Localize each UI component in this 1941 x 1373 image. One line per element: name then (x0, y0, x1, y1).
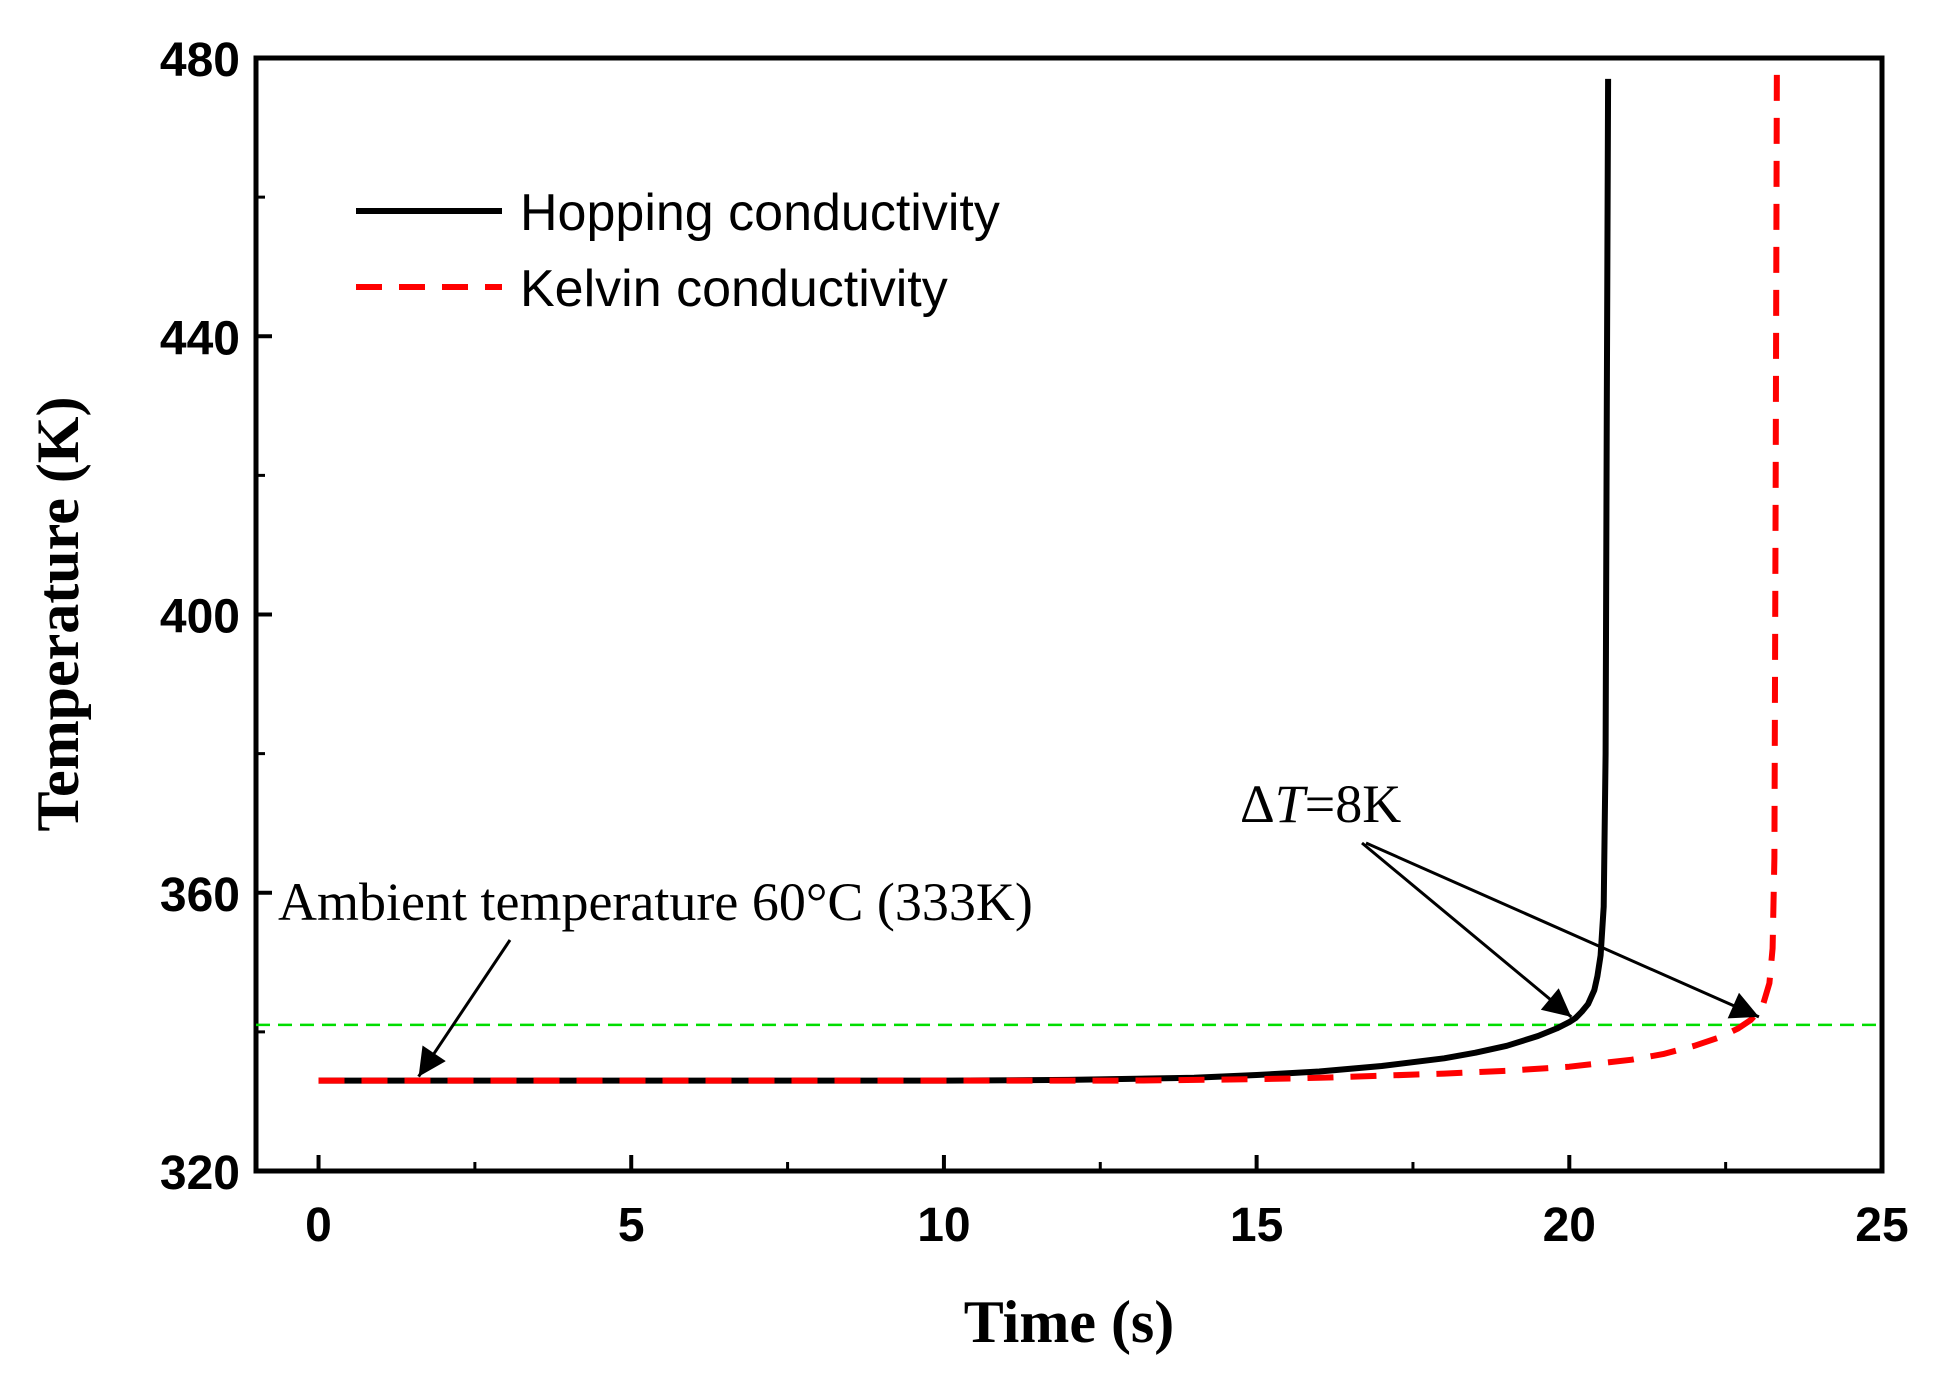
x-tick-label: 20 (1543, 1199, 1596, 1252)
x-tick-label: 15 (1230, 1199, 1283, 1252)
plot-frame (253, 55, 1885, 1174)
annotation-delta-t: ΔT=8K (1240, 774, 1760, 1019)
y-tick-label: 440 (160, 312, 240, 365)
y-tick-label: 360 (160, 869, 240, 922)
annotation-ambient-text: Ambient temperature 60°C (333K) (278, 872, 1033, 932)
x-tick-label: 0 (305, 1199, 332, 1252)
axis-ticks (256, 56, 1884, 1173)
annotation-delta-t-prefix: Δ (1240, 774, 1275, 834)
y-tick-label: 320 (160, 1147, 240, 1200)
annotation-ambient-arrow (417, 939, 512, 1078)
axis-tick-labels: 0 5 10 15 20 25 320 360 400 440 480 (160, 34, 1909, 1252)
annotation-delta-t-suffix: =8K (1305, 774, 1401, 834)
x-axis-title: Time (s) (964, 1289, 1175, 1355)
annotation-delta-t-arrow-kelvin (1365, 841, 1760, 1019)
annotation-delta-t-arrow-hopping (1361, 841, 1573, 1019)
x-tick-label: 5 (618, 1199, 645, 1252)
annotation-delta-t-text: ΔT=8K (1240, 774, 1401, 834)
legend-label-hopping: Hopping conductivity (520, 184, 1000, 242)
legend: Hopping conductivity Kelvin conductivity (356, 184, 1000, 318)
y-axis-title: Temperature (K) (25, 397, 91, 832)
y-tick-label: 480 (160, 34, 240, 87)
x-tick-label: 25 (1855, 1199, 1908, 1252)
y-tick-label: 400 (160, 591, 240, 644)
x-tick-label: 10 (917, 1199, 970, 1252)
series-line-kelvin (318, 57, 1780, 1084)
annotation-ambient: Ambient temperature 60°C (333K) (278, 872, 1033, 1078)
legend-label-kelvin: Kelvin conductivity (520, 260, 948, 318)
annotation-delta-t-var: T (1275, 774, 1309, 834)
